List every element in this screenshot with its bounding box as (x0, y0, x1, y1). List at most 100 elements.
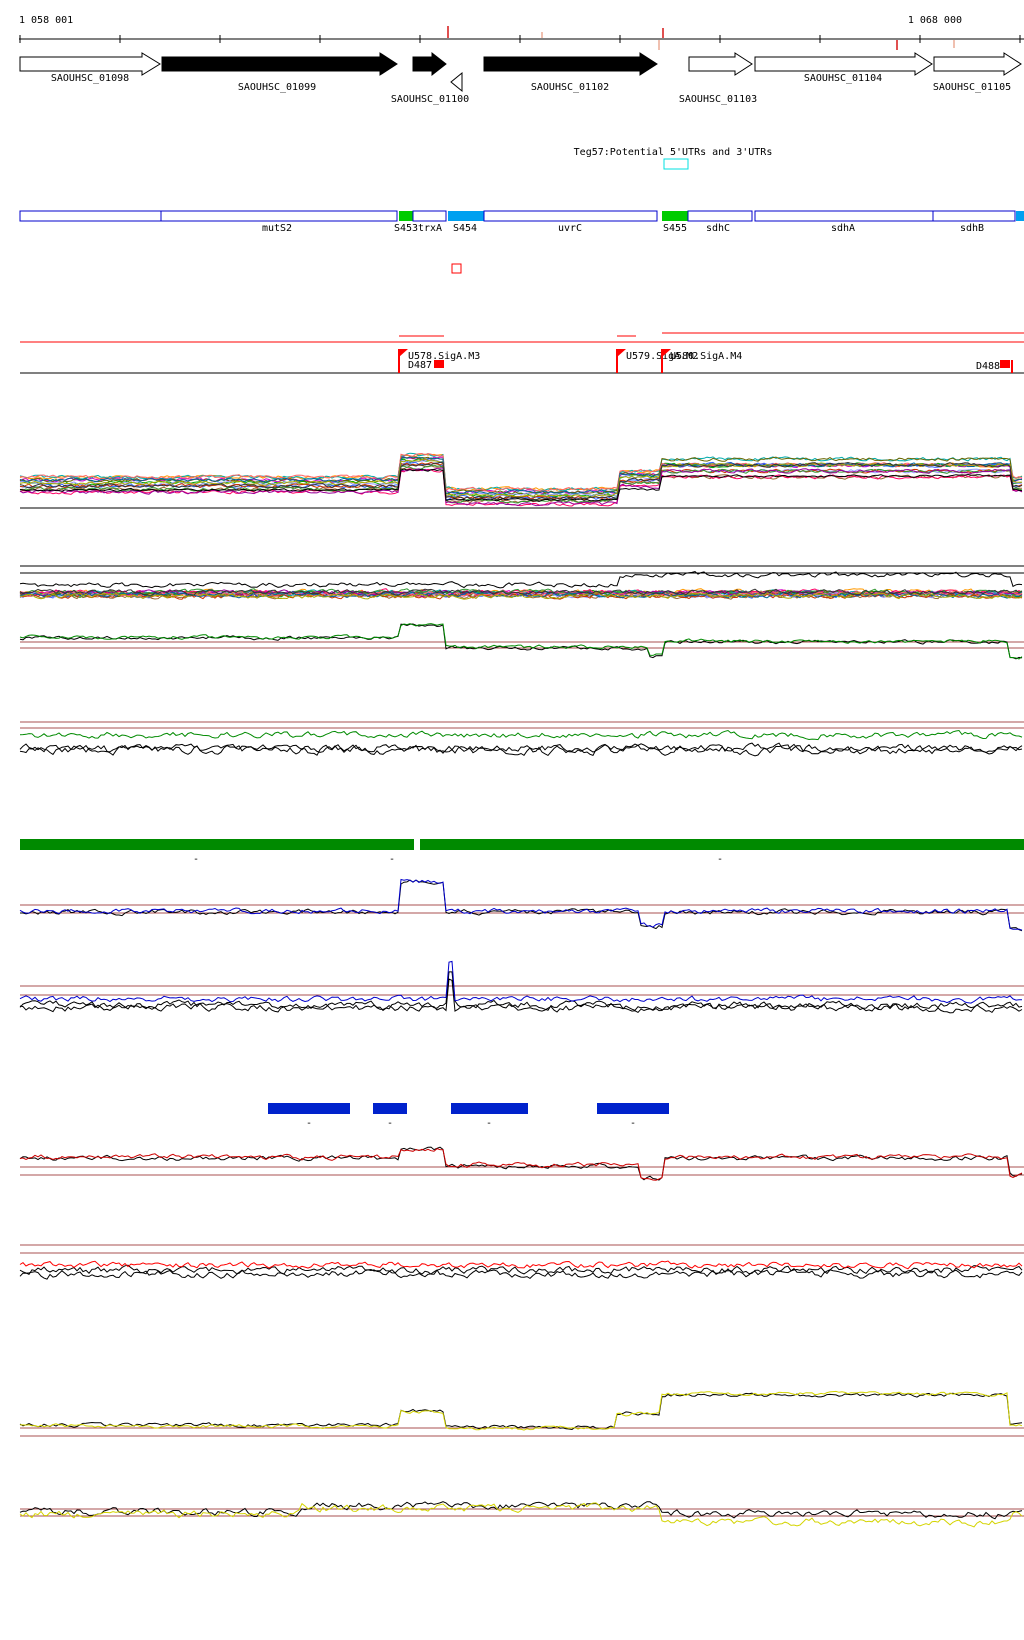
ruler-ticks (19, 35, 1021, 43)
annotation-label: S454 (453, 223, 477, 234)
signal-trace (19, 742, 1023, 754)
segment-bar[interactable] (420, 839, 1024, 850)
signal-trace (19, 1148, 1023, 1181)
segment-mark: - (486, 1118, 492, 1129)
annotation-feature[interactable] (19, 210, 162, 222)
utr-track: Teg57:Potential 5'UTRs and 3'UTRs (574, 147, 773, 170)
segment-bar[interactable] (268, 1103, 350, 1114)
gene-label: SAOUHSC_01104 (804, 73, 882, 84)
srna-feature[interactable] (448, 211, 484, 221)
signal-trace (19, 1146, 1023, 1181)
gene-arrow[interactable] (483, 52, 658, 76)
gene-label: SAOUHSC_01100 (391, 94, 469, 105)
snp-marker (541, 32, 543, 38)
segment-bar[interactable] (451, 1103, 528, 1114)
signal-trace (19, 623, 1023, 660)
srna-feature[interactable] (1016, 211, 1024, 221)
coordinate-ruler: 1 058 001 1 068 000 (19, 15, 1024, 50)
gene-arrow[interactable] (933, 52, 1022, 76)
annotation-track: mutS2 S453 trxA S454 uvrC S455 sdhC sdhA… (19, 210, 1024, 274)
utr-track-label: Teg57:Potential 5'UTRs and 3'UTRs (574, 147, 773, 158)
annotation-label: mutS2 (262, 223, 292, 234)
segment-mark: - (389, 854, 395, 865)
srna-feature[interactable] (662, 211, 688, 221)
signal-trace (19, 468, 1023, 502)
signal-trace (19, 743, 1023, 757)
annotation-feature[interactable] (932, 210, 1016, 222)
gene-arrow[interactable] (161, 52, 398, 76)
segment-bar[interactable] (597, 1103, 669, 1114)
gene-label: SAOUHSC_01099 (238, 82, 316, 93)
expression-panel-blue-1 (19, 878, 1024, 932)
promoter-flag[interactable] (661, 349, 671, 373)
signal-trace (20, 1390, 1023, 1431)
signal-trace (19, 1502, 1023, 1528)
annotation-label: sdhA (831, 223, 855, 234)
promoter-label: D488 (976, 361, 1000, 372)
gene-label: SAOUHSC_01103 (679, 94, 757, 105)
signal-trace (19, 1501, 1023, 1520)
blue-segment-track: - - - - (268, 1103, 669, 1129)
expression-panel-green-2 (19, 721, 1024, 757)
segment-bar[interactable] (20, 839, 414, 850)
gene-arrow[interactable] (450, 71, 463, 93)
annotation-feature[interactable] (160, 210, 398, 222)
expression-panel-green-1 (19, 623, 1024, 660)
annotation-feature[interactable] (412, 210, 447, 222)
signal-trace (19, 971, 1023, 1011)
signal-trace (19, 461, 1023, 501)
promoter-flag[interactable] (398, 349, 408, 373)
terminator-marker[interactable] (434, 360, 444, 368)
small-feature[interactable] (451, 263, 462, 274)
annotation-label: uvrC (558, 223, 582, 234)
snp-marker (953, 40, 955, 48)
annotation-label: sdhC (706, 223, 730, 234)
gene-track: SAOUHSC_01098 SAOUHSC_01099 SAOUHSC_0110… (19, 51, 1022, 105)
green-segment-track: - - - (20, 839, 1024, 865)
terminator-marker[interactable] (1000, 360, 1010, 368)
gene-arrow[interactable] (19, 52, 161, 76)
signal-trace (20, 879, 1023, 932)
segment-mark: - (630, 1118, 636, 1129)
annotation-label: trxA (418, 223, 442, 234)
annotation-feature[interactable] (687, 210, 753, 222)
gene-arrow[interactable] (412, 51, 447, 77)
srna-feature[interactable] (399, 211, 413, 221)
signal-trace (19, 571, 1023, 589)
expression-panel-red-2 (19, 1244, 1024, 1280)
expression-panel-multisample-2 (19, 565, 1024, 600)
promoter-label: U578.SigA.M3 (408, 351, 480, 362)
promoter-flag[interactable] (616, 349, 626, 373)
annotation-label: sdhB (960, 223, 984, 234)
snp-marker (658, 40, 660, 50)
gene-label: SAOUHSC_01102 (531, 82, 609, 93)
segment-mark: - (387, 1118, 393, 1129)
signal-trace (19, 590, 1023, 598)
snp-marker (447, 26, 449, 38)
signal-trace (19, 1264, 1023, 1276)
signal-trace (19, 458, 1023, 498)
segment-bar[interactable] (373, 1103, 407, 1114)
end-coordinate: 1 068 000 (908, 15, 962, 26)
gene-arrow[interactable] (754, 52, 933, 76)
gene-arrow[interactable] (688, 52, 753, 76)
signal-trace (19, 588, 1023, 596)
annotation-feature[interactable] (483, 210, 658, 222)
signal-trace (19, 1260, 1023, 1270)
signal-trace (19, 878, 1023, 931)
gene-label: SAOUHSC_01098 (51, 73, 129, 84)
expression-panel-yellow-1 (19, 1390, 1024, 1437)
signal-trace (19, 729, 1023, 741)
snp-marker (662, 28, 664, 38)
annotation-label: S455 (663, 223, 687, 234)
start-coordinate: 1 058 001 (19, 15, 73, 26)
signal-trace (19, 459, 1023, 498)
expression-panel-red-1 (19, 1146, 1024, 1181)
signal-trace (19, 456, 1023, 495)
signal-trace (19, 978, 1023, 1014)
utr-feature[interactable] (663, 158, 689, 170)
promoter-label: U580.SigA.M4 (670, 351, 742, 362)
expression-panel-yellow-2 (19, 1501, 1024, 1528)
annotation-feature[interactable] (754, 210, 934, 222)
